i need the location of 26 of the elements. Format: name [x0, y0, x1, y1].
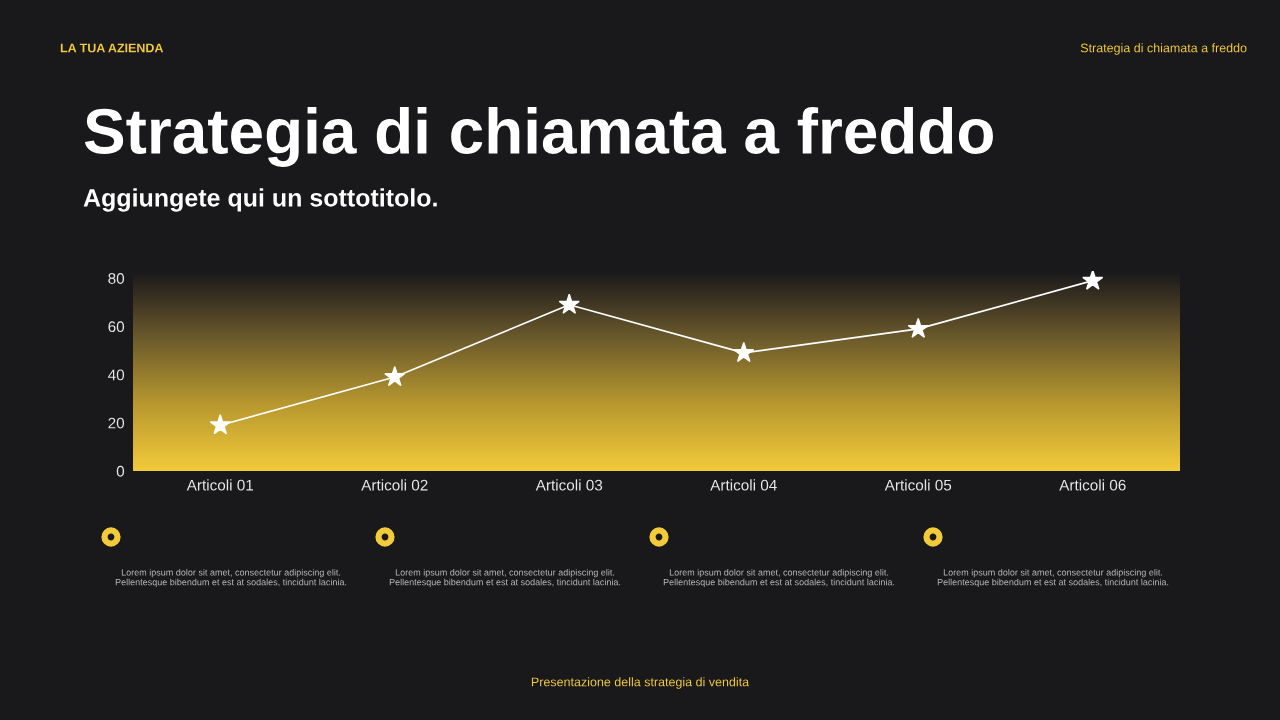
text: Lorem ipsum dolor sit amet, consectetur adipiscing elit. Pellentesque bibendum et est at sodales, tincidunt lacinia. — [937, 568, 1169, 588]
text: Lorem ipsum dolor sit amet, consectetur adipiscing elit. Pellentesque bibendum et est at sodales, tincidunt lacinia. — [389, 568, 621, 588]
x-tick-label: Articoli 05 — [884, 479, 952, 491]
text: LA TUA AZIENDA — [60, 43, 164, 53]
text: Strategia di chiamata a freddo — [1080, 43, 1247, 55]
y-tick-label: 60 — [108, 321, 125, 333]
x-tick-label: Articoli 02 — [361, 479, 428, 491]
text: Lorem ipsum dolor sit amet, consectetur adipiscing elit. Pellentesque bibendum et est at sodales, tincidunt lacinia. — [663, 568, 895, 588]
x-tick-label: Articoli 01 — [186, 479, 254, 491]
point — [558, 293, 580, 314]
point — [907, 317, 929, 338]
point — [384, 365, 406, 387]
text: Lorem ipsum dolor sit amet, consectetur adipiscing elit. Pellentesque bibendum et est at sodales, tincidunt lacinia. — [115, 568, 347, 588]
y-tick-label: 20 — [108, 417, 125, 429]
point — [733, 341, 755, 363]
x-tick-label: Articoli 04 — [710, 479, 777, 491]
x-tick-label: Articoli 06 — [1059, 479, 1126, 491]
x-tick-label: Articoli 03 — [535, 479, 603, 491]
chart-subtitle: Aggiungete qui un sottotitolo. — [83, 188, 437, 212]
text: Presentazione della strategia di vendita — [531, 677, 750, 689]
y-tick-label: 80 — [108, 273, 125, 284]
chart-title: Strategia di chiamata a freddo — [84, 107, 993, 167]
y-tick-label: 0 — [116, 465, 125, 477]
point — [1082, 271, 1104, 290]
y-tick-label: 40 — [108, 369, 125, 381]
point — [209, 414, 231, 435]
